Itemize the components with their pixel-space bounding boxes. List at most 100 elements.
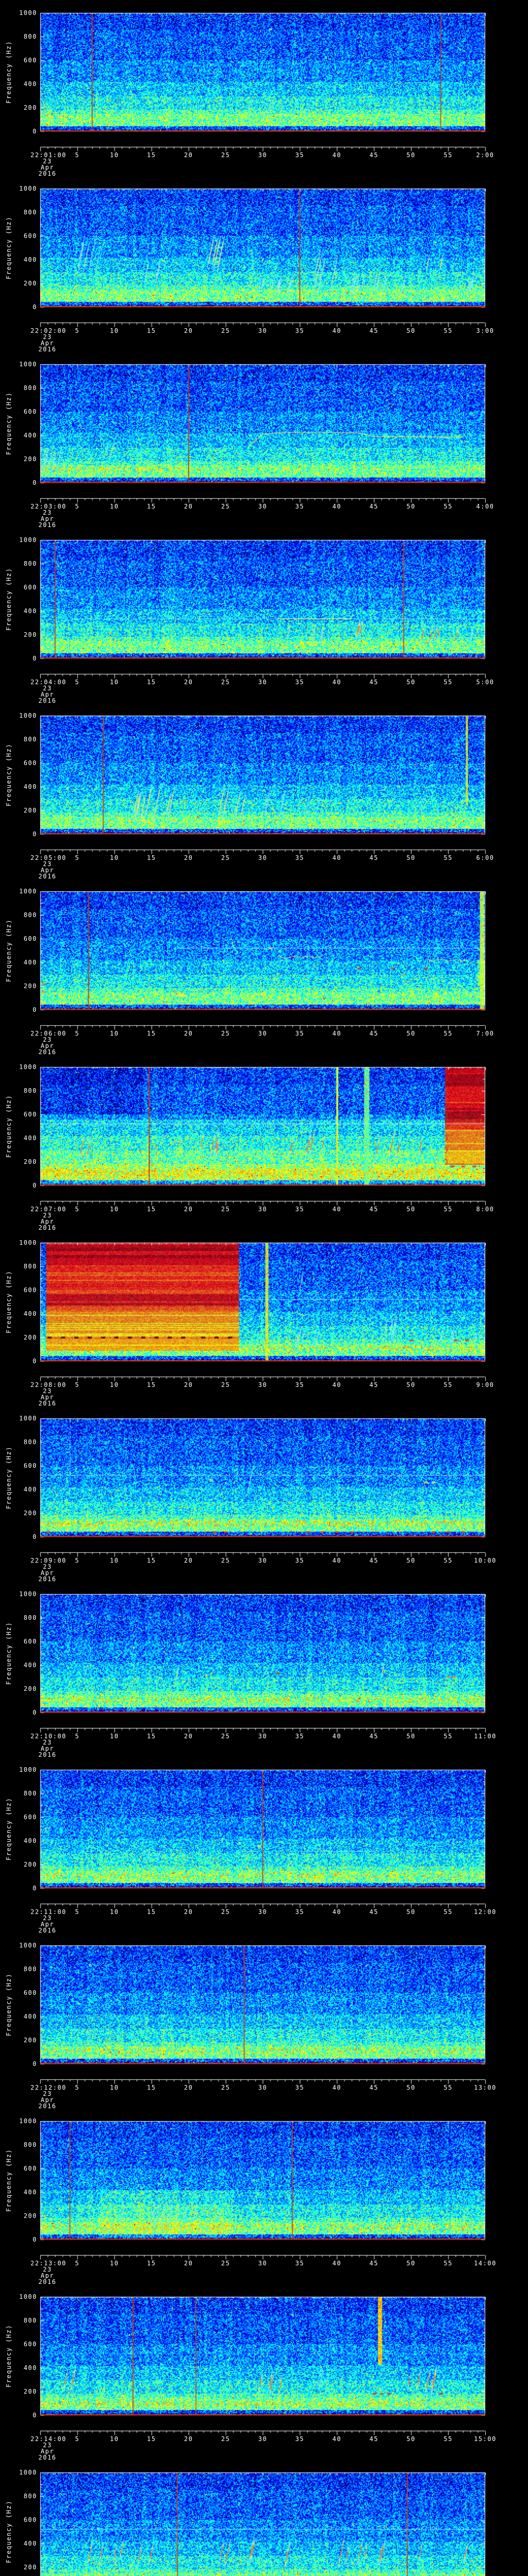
x-start-time-label: 22:06:00 [30, 1030, 67, 1037]
x-tick-label: 20 [184, 1381, 193, 1388]
x-tick-label: 20 [184, 1733, 193, 1740]
x-tick-label: 55 [443, 679, 453, 686]
y-axis-label: Frequency (Hz) [5, 567, 12, 631]
x-tick-label: 35 [295, 503, 305, 510]
x-tick-label: 10 [110, 679, 119, 686]
x-date-day: 23 [43, 1739, 52, 1746]
x-tick-label: 15 [147, 1557, 156, 1564]
x-date-month: Apr [40, 691, 55, 698]
x-end-time-label: 3:00 [476, 327, 494, 334]
y-tick-label: 800 [23, 1263, 37, 1270]
x-tick-label: 35 [295, 327, 305, 334]
x-tick-label: 25 [221, 1557, 230, 1564]
x-tick-label: 55 [443, 327, 453, 334]
x-tick-label: 25 [221, 1030, 230, 1037]
y-tick-label: 0 [32, 1533, 37, 1540]
x-tick-label: 45 [369, 1733, 378, 1740]
y-tick-label: 1000 [19, 1942, 37, 1949]
x-date-month: Apr [40, 164, 55, 171]
x-tick-label: 40 [332, 854, 342, 861]
spectrogram-canvas [0, 1230, 528, 1405]
x-start-time-label: 22:07:00 [30, 1206, 67, 1213]
x-tick-label: 15 [147, 1733, 156, 1740]
y-tick-label: 800 [23, 2493, 37, 2500]
y-tick-label: 600 [23, 1814, 37, 1821]
y-tick-label: 0 [32, 1182, 37, 1189]
y-tick-label: 800 [23, 209, 37, 216]
x-date-year: 2016 [38, 521, 57, 529]
y-tick-label: 1000 [19, 2293, 37, 2300]
y-tick-label: 200 [23, 2388, 37, 2395]
x-tick-label: 25 [221, 1381, 230, 1388]
y-tick-label: 0 [32, 831, 37, 838]
x-tick-label: 15 [147, 2260, 156, 2267]
x-tick-label: 5 [75, 327, 80, 334]
x-tick-label: 30 [258, 2084, 268, 2091]
y-tick-label: 0 [32, 2236, 37, 2243]
x-tick-label: 10 [110, 2435, 119, 2443]
x-tick-label: 25 [221, 2435, 230, 2443]
spectrogram-panel-4: Frequency (Hz) 1000 800 600 400 200 0 5 10 15 20 25… [0, 527, 528, 704]
x-tick-label: 45 [369, 1908, 378, 1916]
y-axis-label: Frequency (Hz) [5, 919, 12, 982]
x-tick-label: 40 [332, 2084, 342, 2091]
x-tick-label: 25 [221, 2260, 230, 2267]
y-axis-label: Frequency (Hz) [5, 1973, 12, 2037]
x-tick-label: 40 [332, 1206, 342, 1213]
y-axis-label: Frequency (Hz) [5, 1094, 12, 1158]
x-tick-label: 55 [443, 2260, 453, 2267]
x-tick-label: 30 [258, 679, 268, 686]
spectrogram-panel-2: Frequency (Hz) 1000 800 600 400 200 0 5 10 15 20 25… [0, 176, 528, 353]
x-tick-label: 40 [332, 1030, 342, 1037]
x-date-day: 23 [43, 685, 52, 692]
x-tick-label: 35 [295, 2435, 305, 2443]
y-tick-label: 0 [32, 128, 37, 135]
x-date-year: 2016 [38, 1224, 57, 1231]
y-tick-label: 400 [23, 1486, 37, 1493]
x-date-year: 2016 [38, 1048, 57, 1056]
y-tick-label: 1000 [19, 1590, 37, 1598]
spectrogram-canvas [0, 527, 528, 703]
x-date-year: 2016 [38, 2454, 57, 2461]
spectrogram-panel-10: Frequency (Hz) 1000 800 600 400 200 0 5 10 15 20 25… [0, 1581, 528, 1758]
x-tick-label: 5 [75, 2260, 80, 2267]
x-tick-label: 15 [147, 2084, 156, 2091]
y-tick-label: 200 [23, 1685, 37, 1692]
x-tick-label: 30 [258, 503, 268, 510]
spectrogram-panel-8: Frequency (Hz) 1000 800 600 400 200 0 5 10 15 20 25… [0, 1230, 528, 1407]
x-tick-label: 35 [295, 679, 305, 686]
spectrogram-canvas [0, 1581, 528, 1757]
y-tick-label: 400 [23, 432, 37, 439]
y-tick-label: 0 [32, 655, 37, 662]
x-tick-label: 30 [258, 2260, 268, 2267]
x-tick-label: 55 [443, 1381, 453, 1388]
x-tick-label: 10 [110, 151, 119, 159]
y-tick-label: 400 [23, 959, 37, 966]
y-tick-label: 600 [23, 935, 37, 942]
x-tick-label: 15 [147, 503, 156, 510]
x-date-year: 2016 [38, 1575, 57, 1583]
spectrogram-canvas [0, 351, 528, 527]
x-tick-label: 55 [443, 1030, 453, 1037]
x-date-day: 23 [43, 1387, 52, 1395]
x-tick-label: 10 [110, 854, 119, 861]
y-tick-label: 400 [23, 607, 37, 615]
y-tick-label: 1000 [19, 9, 37, 16]
x-date-month: Apr [40, 867, 55, 874]
y-tick-label: 200 [23, 1861, 37, 1868]
x-tick-label: 25 [221, 503, 230, 510]
y-tick-label: 1000 [19, 1239, 37, 1246]
x-tick-label: 40 [332, 1557, 342, 1564]
y-axis-label: Frequency (Hz) [5, 2148, 12, 2212]
y-tick-label: 0 [32, 2412, 37, 2419]
x-tick-label: 50 [406, 2260, 416, 2267]
x-date-month: Apr [40, 2448, 55, 2455]
x-tick-label: 20 [184, 151, 193, 159]
x-date-year: 2016 [38, 2103, 57, 2110]
y-axis-label: Frequency (Hz) [5, 216, 12, 280]
spectrogram-canvas [0, 1054, 528, 1230]
x-start-time-label: 22:09:00 [30, 1557, 67, 1564]
x-tick-label: 15 [147, 327, 156, 334]
x-end-time-label: 7:00 [476, 1030, 494, 1037]
x-tick-label: 35 [295, 1733, 305, 1740]
